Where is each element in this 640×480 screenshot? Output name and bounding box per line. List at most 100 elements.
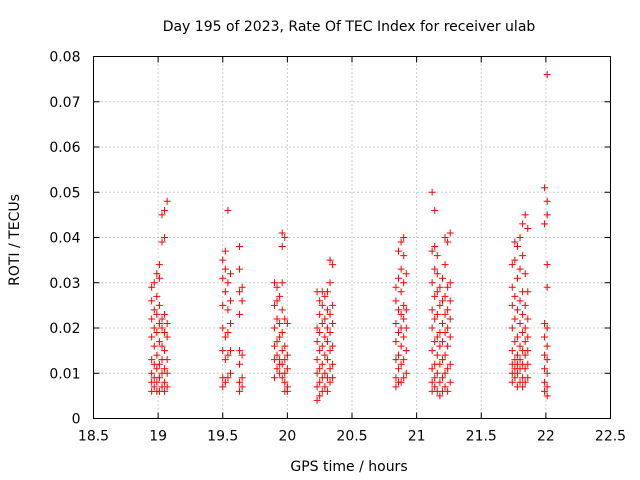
data-point xyxy=(276,319,284,327)
x-tick-label: 19 xyxy=(149,429,167,445)
data-point xyxy=(283,383,291,391)
data-point xyxy=(236,265,244,273)
data-point xyxy=(313,324,321,332)
data-point xyxy=(524,374,532,382)
data-point xyxy=(321,333,329,341)
data-point xyxy=(326,378,334,386)
data-point xyxy=(148,297,156,305)
data-point xyxy=(163,356,171,364)
data-point xyxy=(150,324,158,332)
data-point xyxy=(155,360,163,368)
y-tick-label: 0.02 xyxy=(49,321,80,337)
data-point xyxy=(313,396,321,404)
data-point xyxy=(446,360,454,368)
data-point xyxy=(278,360,286,368)
data-point xyxy=(513,333,521,341)
data-point xyxy=(161,206,169,214)
data-point xyxy=(400,252,408,260)
data-point xyxy=(402,270,410,278)
data-point xyxy=(316,347,324,355)
data-point xyxy=(521,211,529,219)
data-point xyxy=(227,369,235,377)
data-point xyxy=(441,292,449,300)
data-point xyxy=(441,329,449,337)
data-point xyxy=(402,306,410,314)
data-point xyxy=(400,279,408,287)
data-point xyxy=(321,351,329,359)
data-point xyxy=(221,247,229,255)
data-point xyxy=(155,374,163,382)
x-tick-label: 19.5 xyxy=(207,429,238,445)
chart-title: Day 195 of 2023, Rate Of TEC Index for r… xyxy=(163,19,536,35)
data-point xyxy=(158,324,166,332)
data-point xyxy=(402,324,410,332)
data-point xyxy=(323,324,331,332)
data-point xyxy=(543,283,551,291)
data-point xyxy=(428,306,436,314)
data-point xyxy=(524,360,532,368)
data-point xyxy=(278,329,286,337)
data-point xyxy=(444,387,452,395)
data-point xyxy=(519,383,527,391)
data-point xyxy=(511,256,519,264)
plot-frame xyxy=(93,56,611,419)
data-point xyxy=(428,324,436,332)
data-point xyxy=(278,347,286,355)
data-point xyxy=(543,71,551,79)
data-point xyxy=(444,238,452,246)
data-point xyxy=(221,378,229,386)
data-point xyxy=(436,378,444,386)
y-tick-label: 0.01 xyxy=(49,366,80,382)
data-point xyxy=(224,374,232,382)
data-point xyxy=(329,301,337,309)
data-point xyxy=(270,324,278,332)
y-axis-label: ROTI / TECUs xyxy=(7,194,23,286)
data-point xyxy=(313,338,321,346)
data-point xyxy=(402,347,410,355)
data-point xyxy=(543,369,551,377)
data-point xyxy=(521,351,529,359)
data-point xyxy=(513,274,521,282)
data-point xyxy=(441,369,449,377)
data-point xyxy=(446,378,454,386)
data-point xyxy=(436,301,444,309)
data-point xyxy=(329,374,337,382)
data-point xyxy=(158,342,166,350)
data-point xyxy=(395,247,403,255)
data-point xyxy=(278,306,286,314)
data-point xyxy=(148,283,156,291)
data-point xyxy=(519,310,527,318)
x-tick-label: 20.5 xyxy=(336,429,367,445)
data-point xyxy=(273,365,281,373)
data-point xyxy=(441,383,449,391)
data-point xyxy=(444,342,452,350)
x-tick-label: 22.5 xyxy=(595,429,626,445)
data-point xyxy=(543,383,551,391)
data-point xyxy=(273,297,281,305)
data-point xyxy=(431,383,439,391)
data-point xyxy=(219,324,227,332)
data-point xyxy=(543,342,551,350)
data-point xyxy=(431,206,439,214)
data-point xyxy=(516,234,524,241)
data-point xyxy=(316,392,324,400)
data-point xyxy=(326,365,334,373)
data-point xyxy=(516,265,524,273)
data-point xyxy=(278,243,286,251)
data-points xyxy=(148,71,551,404)
data-point xyxy=(521,365,529,373)
x-axis-label: GPS time / hours xyxy=(290,459,407,475)
data-point xyxy=(150,342,158,350)
data-point xyxy=(428,365,436,373)
data-point xyxy=(521,270,529,278)
data-point xyxy=(543,197,551,205)
data-point xyxy=(541,351,549,359)
data-point xyxy=(148,333,156,341)
data-point xyxy=(541,220,549,228)
data-point xyxy=(236,243,244,251)
data-point xyxy=(402,369,410,377)
data-point xyxy=(158,315,166,323)
data-point xyxy=(236,288,244,296)
data-point xyxy=(436,392,444,400)
data-point xyxy=(153,270,161,278)
